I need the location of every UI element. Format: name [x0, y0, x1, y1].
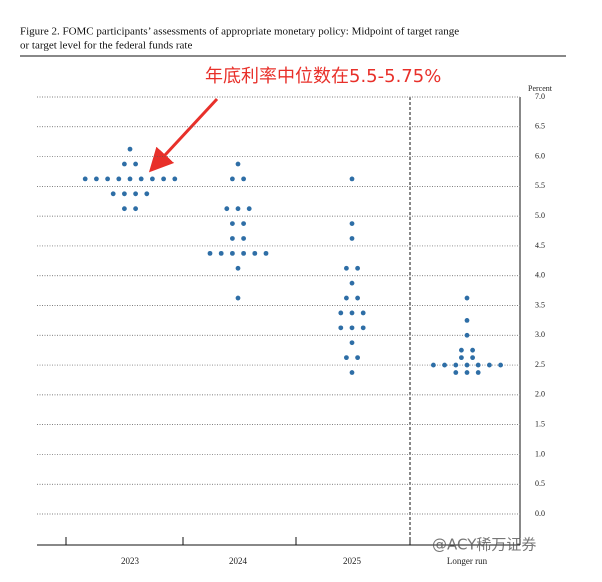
dot [442, 362, 447, 368]
dot [349, 340, 355, 346]
dot [230, 250, 235, 256]
dot [94, 176, 99, 182]
dot [338, 310, 344, 316]
dot [138, 176, 144, 182]
dot [218, 250, 224, 256]
dot [105, 176, 110, 182]
dot [133, 206, 139, 212]
dot [207, 250, 213, 256]
dot [116, 176, 122, 182]
dot [133, 161, 139, 167]
dot [110, 191, 116, 197]
watermark: @ACY稀万证券 [432, 536, 536, 554]
dot [241, 221, 247, 226]
y-tick-label: 1.0 [535, 449, 545, 458]
dot [127, 176, 133, 182]
dot [355, 355, 360, 361]
dot [349, 176, 355, 182]
dot [246, 206, 252, 212]
dot [235, 295, 241, 301]
y-tick-label: 1.5 [535, 419, 545, 428]
y-tick-label: 0.0 [535, 509, 545, 518]
dot [470, 347, 475, 353]
y-tick-label: 5.0 [535, 211, 545, 220]
annotation: 年底利率中位数在5.5-5.75% [205, 66, 441, 87]
dot [355, 265, 360, 271]
dot [144, 191, 150, 197]
dot [475, 370, 481, 375]
dot [498, 362, 503, 368]
y-tick-label: 6.0 [535, 151, 545, 160]
dot [464, 332, 470, 338]
y-tick-label: 7.0 [535, 92, 545, 101]
y-tick-label: 4.0 [535, 271, 545, 280]
y-tick-label: 6.5 [535, 122, 545, 131]
dot [82, 176, 88, 182]
dot [172, 176, 178, 182]
dot [487, 362, 492, 368]
dot [360, 310, 366, 316]
dot [464, 362, 470, 368]
dot [464, 317, 470, 323]
chart-title: Figure 2. FOMC participants’ assessments… [20, 26, 459, 38]
dot [470, 355, 475, 361]
dot [122, 206, 127, 212]
dot [360, 325, 366, 331]
dot [150, 176, 155, 182]
dot [459, 355, 464, 361]
dot [133, 191, 139, 197]
y-tick-label: 2.0 [535, 390, 545, 399]
dot [230, 176, 235, 182]
y-tick-label: 0.5 [535, 479, 545, 488]
dot [464, 295, 470, 301]
annotation-arrow [148, 97, 219, 173]
dot [349, 310, 355, 316]
dot [453, 370, 459, 375]
dot [349, 236, 355, 241]
dot [344, 295, 349, 301]
y-tick-label: 3.5 [535, 300, 545, 309]
dot [459, 347, 464, 353]
dot [349, 280, 355, 286]
x-tick-label: Longer run [447, 556, 488, 566]
x-tick-label: 2023 [121, 556, 140, 566]
dot [344, 265, 349, 271]
dot [263, 250, 269, 256]
dot [453, 362, 459, 368]
dot [355, 295, 360, 301]
dot [475, 362, 481, 368]
y-tick-label: 3.0 [535, 330, 545, 339]
dot [122, 161, 127, 167]
dot [241, 236, 247, 241]
dot [338, 325, 344, 331]
dot [224, 206, 230, 212]
dot [431, 362, 436, 368]
dot [349, 221, 355, 226]
dot [252, 250, 258, 256]
dot [241, 176, 247, 182]
x-tick-label: 2025 [343, 556, 362, 566]
dot [230, 221, 235, 226]
y-axis-label: Percent [528, 84, 553, 93]
dot [235, 265, 241, 271]
dot [230, 236, 235, 241]
dot [241, 250, 247, 256]
dot [349, 325, 355, 331]
dot [464, 370, 470, 375]
dot [235, 206, 241, 212]
chart-subtitle: or target level for the federal funds ra… [20, 40, 192, 52]
dot [127, 146, 133, 152]
dot [235, 161, 241, 167]
dot [122, 191, 127, 197]
dot [344, 355, 349, 361]
dot [161, 176, 167, 182]
x-tick-label: 2024 [229, 556, 248, 566]
y-tick-label: 4.5 [535, 241, 545, 250]
y-tick-label: 5.5 [535, 181, 545, 190]
y-tick-label: 2.5 [535, 360, 545, 369]
dot [349, 370, 355, 375]
